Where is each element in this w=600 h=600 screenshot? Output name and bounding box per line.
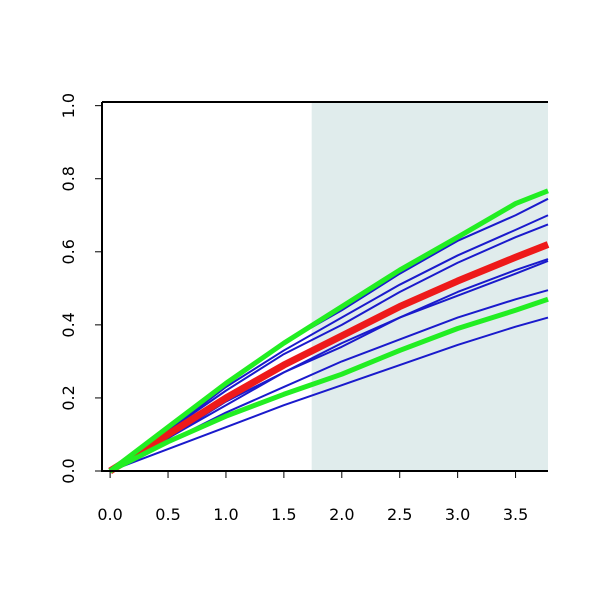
x-tick-label: 0.5 bbox=[155, 505, 180, 524]
x-tick-label: 0.0 bbox=[97, 505, 122, 524]
y-tick-label: 0.0 bbox=[59, 458, 78, 483]
y-tick-label: 1.0 bbox=[59, 93, 78, 118]
series-line bbox=[109, 316, 549, 472]
x-tick-label: 2.0 bbox=[329, 505, 354, 524]
series-line bbox=[108, 188, 549, 473]
x-tick-label: 3.0 bbox=[445, 505, 470, 524]
series-line bbox=[109, 259, 549, 472]
y-tick-label: 0.6 bbox=[59, 239, 78, 264]
series-line bbox=[109, 223, 549, 472]
series-line bbox=[108, 296, 549, 474]
x-tick-label: 1.5 bbox=[271, 505, 296, 524]
series-line bbox=[108, 241, 550, 474]
x-tick-label: 3.5 bbox=[503, 505, 528, 524]
x-tick-label: 1.0 bbox=[213, 505, 238, 524]
y-tick-label: 0.2 bbox=[59, 385, 78, 410]
series-line bbox=[109, 214, 549, 472]
y-tick-label: 0.4 bbox=[59, 312, 78, 337]
shaded-region bbox=[311, 102, 548, 471]
y-tick-label: 0.8 bbox=[59, 166, 78, 191]
x-tick-label: 2.5 bbox=[387, 505, 412, 524]
